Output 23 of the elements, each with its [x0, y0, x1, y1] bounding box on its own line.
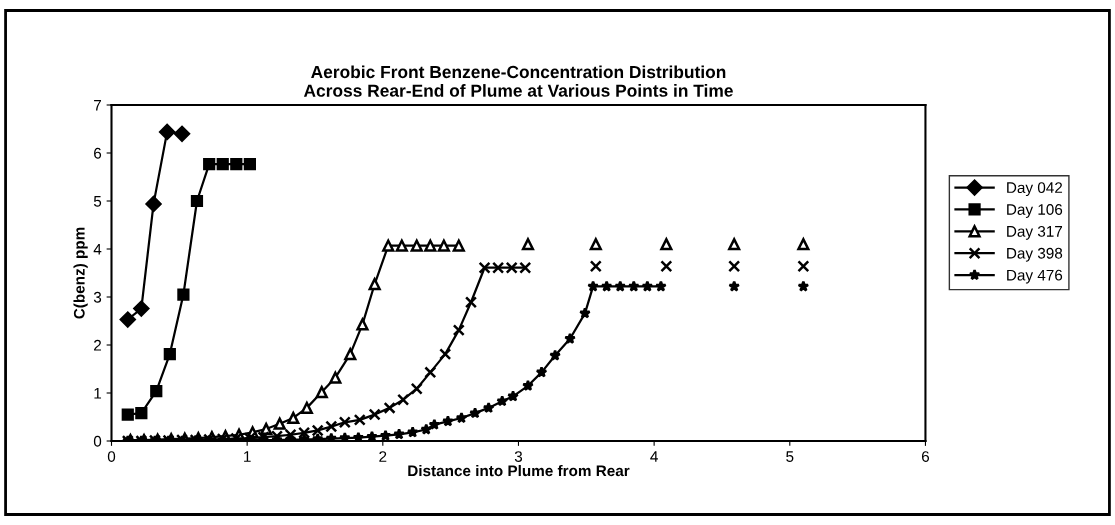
- y-axis-title: C(benz) ppm: [73, 227, 88, 319]
- x-tick-label: 0: [107, 451, 116, 462]
- legend-label: Day 476: [1007, 269, 1063, 284]
- chart-title: Aerobic Front Benzene-Concentration Distribution Across Rear-End of Plume at Various Points in Time: [303, 65, 733, 97]
- x-tick-label: 2: [379, 451, 387, 462]
- legend-label: Day 042: [1007, 182, 1063, 197]
- x-tick-label: 1: [244, 451, 251, 462]
- y-tick-label: 7: [94, 100, 102, 111]
- y-tick-label: 1: [94, 388, 102, 399]
- x-tick-label: 5: [786, 451, 794, 462]
- y-tick-label: 6: [94, 147, 102, 159]
- legend-label: Day 317: [1007, 225, 1063, 240]
- legend-label: Day 106: [1007, 204, 1063, 218]
- x-axis-title: Distance into Plume from Rear: [408, 464, 630, 477]
- x-tick-label: 6: [921, 451, 930, 462]
- y-tick-label: 2: [94, 339, 102, 351]
- x-tick-label: 4: [650, 451, 658, 462]
- y-tick-label: 3: [93, 291, 102, 303]
- y-tick-label: 4: [93, 244, 102, 255]
- legend-label: Day 398: [1007, 247, 1063, 262]
- y-tick-label: 5: [93, 196, 102, 207]
- x-tick-label: 3: [514, 451, 523, 462]
- y-tick-label: 0: [93, 435, 102, 447]
